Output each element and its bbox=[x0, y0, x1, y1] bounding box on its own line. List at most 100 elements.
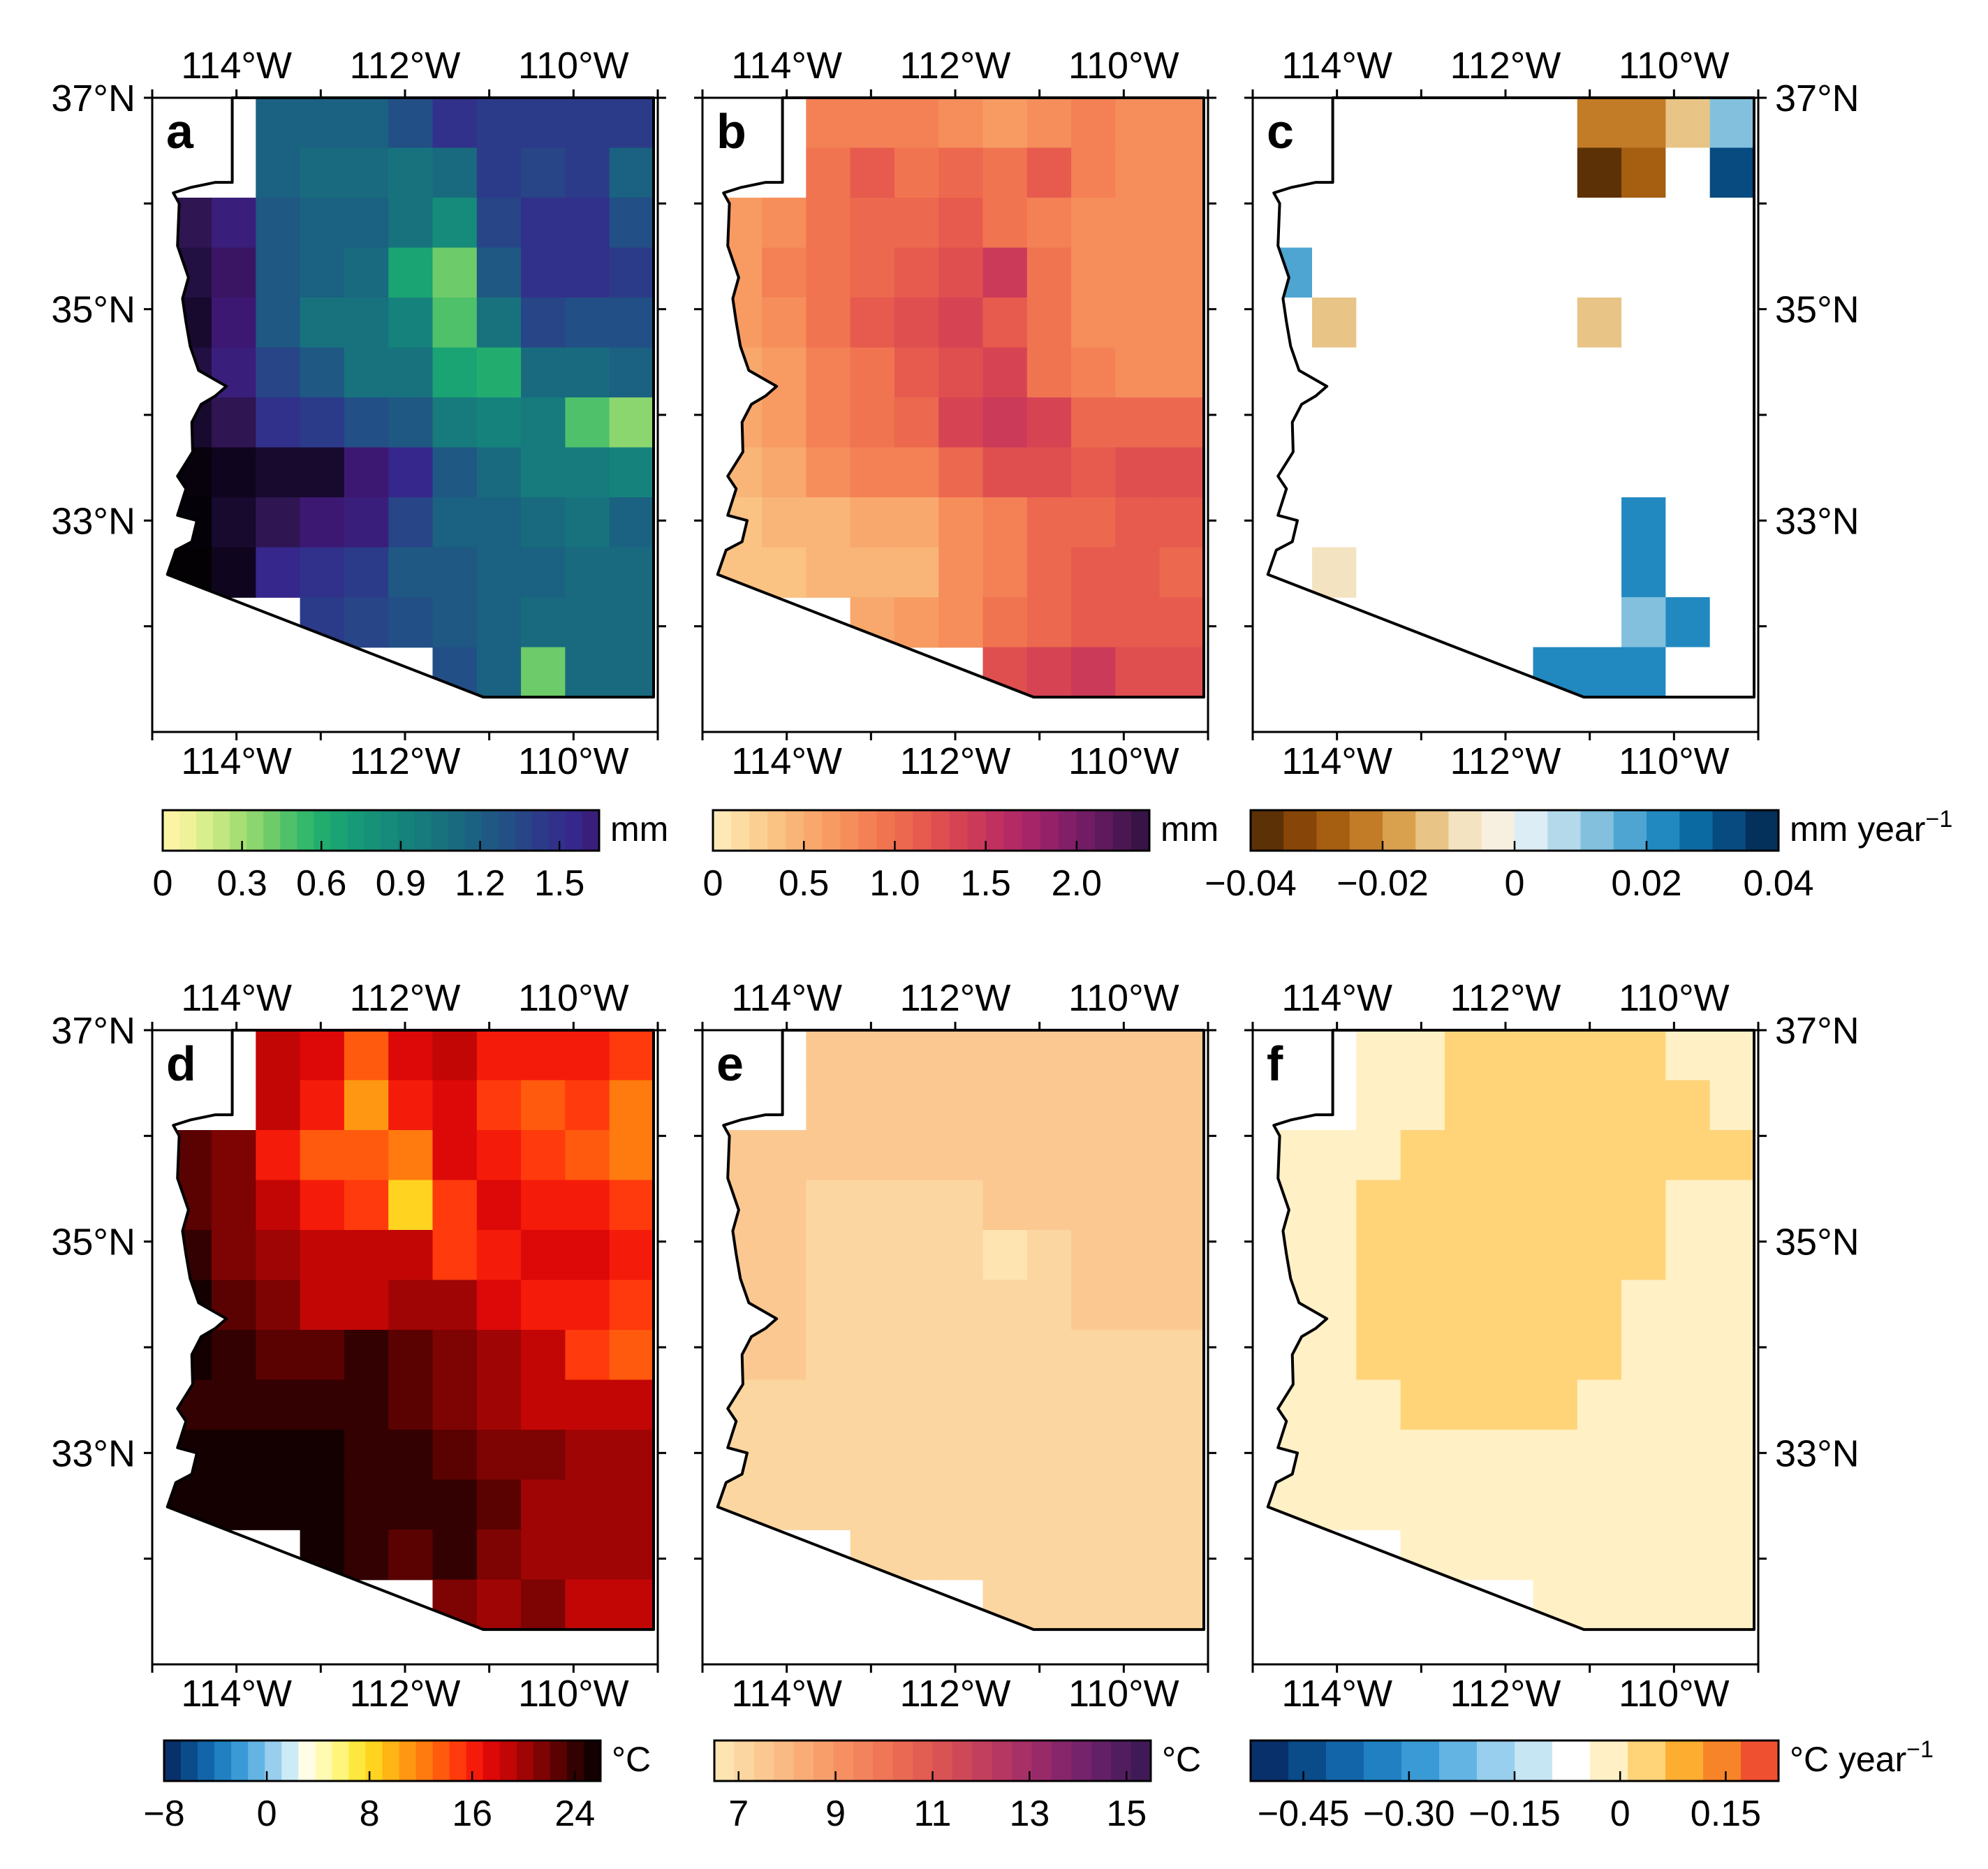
grid-cell bbox=[1621, 98, 1667, 149]
colorbar-swatch bbox=[565, 810, 583, 851]
ticks: 114°W 114°W 112°W 112°W 110°W 110°W bbox=[694, 977, 1216, 1715]
grid-cell bbox=[388, 347, 434, 398]
colorbar-swatch bbox=[1401, 1740, 1440, 1781]
grid-cell bbox=[256, 1080, 301, 1131]
grid-cell bbox=[1356, 1330, 1401, 1381]
grid-cell bbox=[1577, 1579, 1622, 1630]
colorbar-swatch bbox=[1547, 810, 1582, 851]
grid-cell bbox=[806, 247, 851, 298]
grid-cell bbox=[521, 1080, 566, 1131]
state-outline bbox=[716, 96, 1205, 699]
grid-cell bbox=[1159, 147, 1204, 198]
grid-cell bbox=[1400, 147, 1445, 198]
colorbar-tick-label: 0.9 bbox=[376, 863, 426, 904]
grid-cell bbox=[850, 1230, 895, 1281]
grid-cell bbox=[1489, 1130, 1534, 1181]
grid-cell bbox=[1400, 98, 1445, 149]
grid-cell bbox=[1489, 597, 1534, 648]
grid-cell bbox=[167, 1430, 212, 1481]
grid-cell bbox=[894, 1430, 939, 1481]
grid-cells bbox=[717, 1030, 1204, 1630]
grid-cell bbox=[521, 647, 566, 698]
colorbar-tick-label: 1.0 bbox=[869, 863, 920, 904]
grid-cell bbox=[476, 647, 522, 698]
colorbar-swatch bbox=[1712, 810, 1746, 851]
colorbar-swatch bbox=[1515, 1740, 1553, 1781]
grid-cell bbox=[1115, 597, 1161, 648]
grid-cell bbox=[1533, 597, 1578, 648]
grid-cell bbox=[1709, 447, 1754, 498]
grid-cell bbox=[1533, 547, 1578, 598]
grid-cell bbox=[1356, 98, 1401, 149]
grid-cell bbox=[1400, 1180, 1445, 1231]
grid-cell bbox=[1489, 1530, 1534, 1581]
colorbar-swatch bbox=[1679, 810, 1714, 851]
grid-cell bbox=[894, 1379, 939, 1430]
grid-cell bbox=[1489, 1430, 1534, 1481]
grid-cell bbox=[806, 147, 851, 198]
grid-cell bbox=[1577, 447, 1622, 498]
grid-cell bbox=[167, 1180, 212, 1231]
lat-label: 33°N bbox=[51, 500, 135, 542]
grid-cell bbox=[982, 1379, 1028, 1430]
grid-cell bbox=[609, 397, 654, 448]
grid-cell bbox=[432, 1530, 478, 1581]
panel-f: 114°W 114°W 112°W 112°W 110°W 110°W 37°N 35°N 33… bbox=[1244, 977, 1934, 1834]
grid-cell bbox=[1489, 547, 1534, 598]
grid-cell bbox=[609, 347, 654, 398]
colorbar-tick-label: 1.2 bbox=[455, 863, 505, 904]
grid-cell bbox=[982, 1579, 1028, 1630]
grid-cell bbox=[938, 1479, 984, 1530]
grid-cell bbox=[388, 1430, 434, 1481]
colorbar-swatch bbox=[498, 810, 516, 851]
grid-cell bbox=[476, 1230, 522, 1281]
grid-cell bbox=[300, 547, 345, 598]
grid-cell bbox=[212, 497, 257, 548]
grid-cell bbox=[1026, 98, 1072, 149]
grid-cell bbox=[300, 397, 345, 448]
grid-cells bbox=[1267, 1030, 1754, 1630]
grid-cell bbox=[762, 347, 807, 398]
grid-cell bbox=[717, 1280, 763, 1331]
grid-cell bbox=[212, 1430, 257, 1481]
lon-label-bottom: 114°W bbox=[1281, 1673, 1392, 1715]
colorbar-swatch bbox=[332, 1740, 350, 1781]
grid-cell bbox=[432, 547, 478, 598]
grid-cell bbox=[1356, 1479, 1401, 1530]
grid-cell bbox=[476, 497, 522, 548]
grid-cell bbox=[432, 447, 478, 498]
grid-cell bbox=[1026, 1479, 1072, 1530]
grid-cell bbox=[894, 1030, 939, 1081]
grid-cell bbox=[850, 147, 895, 198]
grid-cell bbox=[762, 1479, 807, 1530]
grid-cell bbox=[1489, 1379, 1534, 1430]
grid-cell bbox=[1665, 497, 1711, 548]
grid-cell bbox=[982, 447, 1028, 498]
grid-cell bbox=[1621, 198, 1667, 249]
grid-cell bbox=[1356, 1280, 1401, 1331]
grid-cell bbox=[982, 497, 1028, 548]
grid-cell bbox=[1026, 1280, 1072, 1331]
grid-cell bbox=[1312, 298, 1357, 349]
grid-cell bbox=[1577, 647, 1622, 698]
colorbar-swatch bbox=[315, 1740, 332, 1781]
colorbar-swatch bbox=[1349, 810, 1383, 851]
colorbar-unit: °C bbox=[1162, 1740, 1201, 1779]
grid-cell bbox=[1444, 1230, 1489, 1281]
lon-label-top: 110°W bbox=[1619, 977, 1730, 1019]
grid-cell bbox=[1400, 247, 1445, 298]
colorbar-tick-label: 0.15 bbox=[1691, 1794, 1761, 1834]
grid-cell bbox=[344, 1130, 389, 1181]
grid-cell bbox=[1267, 198, 1313, 249]
grid-cell bbox=[344, 1280, 389, 1331]
grid-cell bbox=[1115, 1430, 1161, 1481]
grid-cell bbox=[1312, 447, 1357, 498]
grid-cell bbox=[388, 397, 434, 448]
grid-cell bbox=[1665, 1379, 1711, 1430]
colorbar-swatch bbox=[1481, 810, 1515, 851]
grid-cell bbox=[1115, 397, 1161, 448]
grid-cell bbox=[1709, 198, 1754, 249]
lat-label: 33°N bbox=[51, 1432, 135, 1474]
colorbar-swatch bbox=[314, 810, 331, 851]
grid-cell bbox=[1115, 198, 1161, 249]
